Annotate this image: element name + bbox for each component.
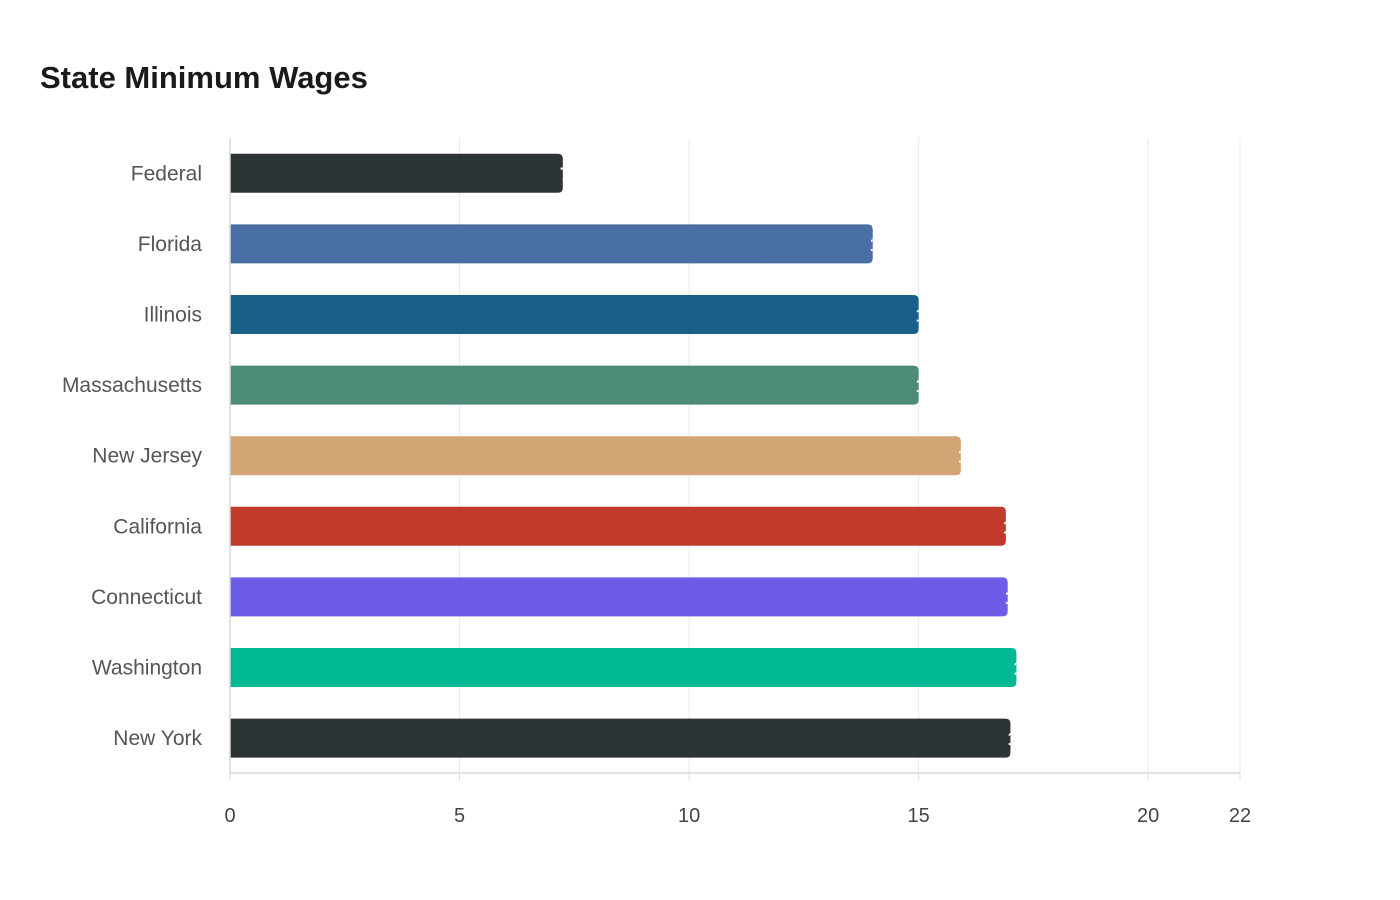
value-label: 16.9 (1003, 517, 1038, 537)
bar-new-york (230, 718, 1011, 758)
x-tick-label: 20 (1137, 805, 1159, 827)
category-label: Connecticut (91, 586, 202, 609)
bar-massachusetts (230, 365, 919, 405)
category-label: California (113, 515, 202, 538)
category-label: New Jersey (92, 445, 202, 468)
value-label: 17 (1007, 729, 1027, 749)
value-label: 7.25 (560, 164, 595, 184)
value-label: 16.94 (1005, 588, 1050, 608)
value-label: 17.13 (1013, 659, 1058, 679)
category-label: New York (113, 727, 202, 750)
category-label: Federal (131, 162, 202, 185)
category-label: Florida (138, 233, 203, 256)
bar-illinois (230, 295, 919, 334)
chart-title: State Minimum Wages (40, 60, 368, 95)
bar-connecticut (230, 577, 1008, 617)
bar-florida (230, 224, 873, 264)
axes (229, 138, 1241, 780)
value-label: 14 (870, 235, 890, 255)
x-tick-label: 0 (224, 805, 235, 827)
bar-federal (230, 153, 563, 193)
category-label: Washington (92, 657, 202, 680)
x-tick-label: 22 (1229, 805, 1251, 827)
category-label: Massachusetts (62, 374, 202, 397)
x-tick-label: 15 (908, 805, 930, 827)
x-tick-label: 5 (454, 805, 465, 827)
bar-california (230, 506, 1006, 546)
value-label: 15.92 (958, 447, 1003, 467)
category-label: Illinois (144, 304, 202, 327)
bar-new-jersey (230, 436, 961, 476)
x-tick-label: 10 (678, 805, 700, 827)
bar-washington (230, 648, 1017, 687)
labels: 0 5 10 15 20 22 Federal Florida Illinois Massachu… (62, 162, 1251, 827)
